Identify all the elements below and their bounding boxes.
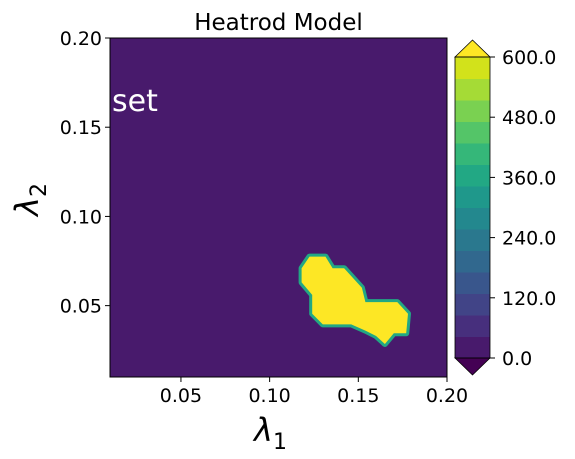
colorbar-frame — [454, 56, 491, 359]
colorbar-tick-label: 240.0 — [502, 228, 556, 250]
colorbar-band — [455, 164, 490, 187]
colorbar-band — [455, 100, 490, 122]
colorbar-band — [455, 57, 490, 79]
y-axis-label-symbol: λ — [8, 197, 46, 218]
x-tick-label: 0.15 — [337, 385, 379, 407]
y-tick-label: 0.15 — [60, 117, 102, 139]
x-axis-ticks: 0.05 0.10 0.15 0.20 — [160, 377, 468, 407]
x-tick-label: 0.10 — [248, 385, 290, 407]
colorbar-band — [455, 121, 490, 144]
x-axis-label-symbol: λ — [252, 411, 273, 449]
x-axis-label: λ1 — [252, 411, 287, 455]
high-value-region — [298, 253, 411, 347]
colorbar-tick-label: 0.0 — [502, 348, 532, 370]
colorbar-band — [455, 315, 490, 337]
colorbar-band — [455, 78, 490, 101]
colorbar-band — [455, 186, 490, 208]
colorbar-extend-top — [454, 39, 491, 58]
colorbar-band — [455, 207, 490, 230]
y-tick-label: 0.20 — [60, 28, 102, 50]
colorbar-tick-label: 360.0 — [502, 167, 556, 189]
x-tick-label: 0.05 — [160, 385, 202, 407]
colorbar-tick-label: 480.0 — [502, 107, 556, 129]
plot-frame — [109, 37, 448, 378]
set-annotation: set — [112, 84, 158, 119]
colorbar-band — [455, 293, 490, 316]
y-axis-ticks: 0.05 0.10 0.15 0.20 — [60, 28, 110, 318]
y-axis-label: λ2 — [8, 183, 52, 218]
y-tick-label: 0.05 — [60, 296, 102, 318]
y-tick-label: 0.10 — [60, 206, 102, 228]
x-tick-label: 0.20 — [426, 385, 468, 407]
colorbar-band — [455, 143, 490, 165]
colorbar-tick-label: 600.0 — [502, 47, 556, 69]
colorbar-band — [455, 272, 490, 294]
x-axis-label-subscript: 1 — [273, 430, 287, 455]
colorbar-extend-bottom — [454, 357, 491, 376]
colorbar: 0.0 120.0 240.0 360.0 480.0 600.0 — [454, 39, 556, 376]
colorbar-band — [455, 250, 490, 273]
colorbar-tick-label: 120.0 — [502, 288, 556, 310]
plot-area: set — [109, 37, 448, 378]
colorbar-band — [455, 229, 490, 251]
y-axis-label-subscript: 2 — [27, 183, 52, 197]
colorbar-band — [455, 336, 490, 359]
chart-title: Heatrod Model — [194, 10, 363, 36]
